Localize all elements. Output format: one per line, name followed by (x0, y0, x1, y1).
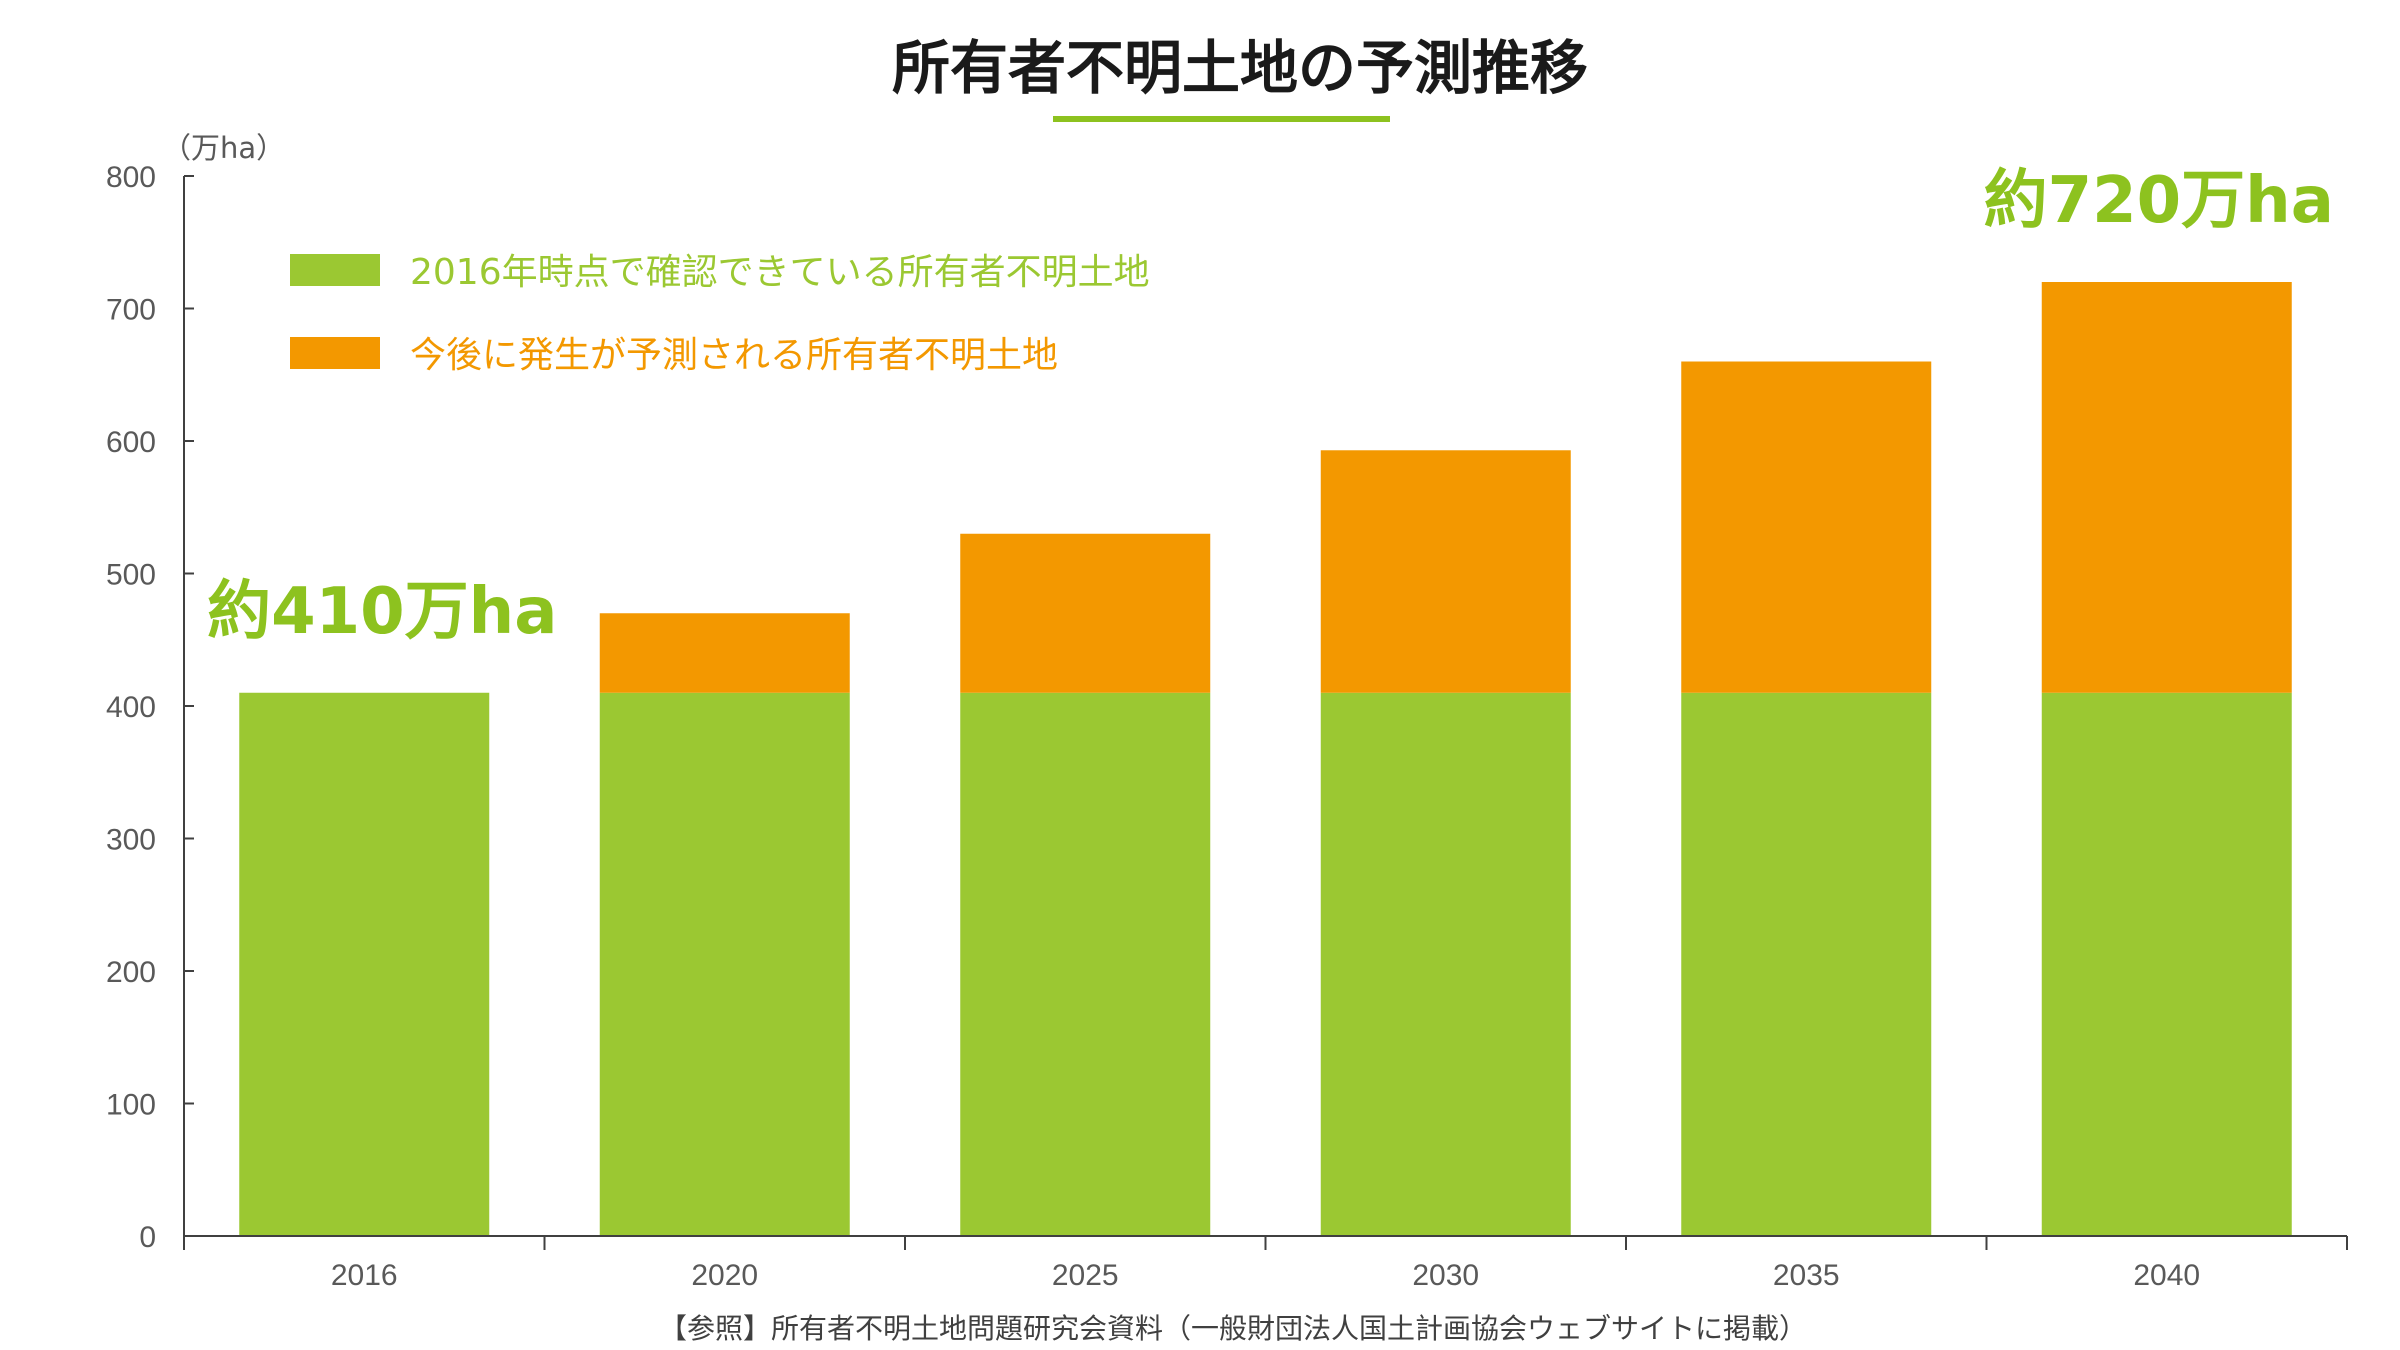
y-tick-label: 600 (106, 426, 156, 459)
bar-segment-2040-series-1 (2041, 692, 2292, 1236)
bar-segment-2020-series-1 (599, 692, 850, 1236)
legend-swatch (290, 254, 380, 286)
bar-segment-2035-series-2 (1681, 361, 1932, 693)
axes-layer: 0 100 200 300 400 500 600 700 800 2016 2020 2025 203… (106, 161, 2348, 1292)
y-tick-label: 300 (106, 824, 156, 857)
y-tick-label: 200 (106, 956, 156, 989)
callout-label: 約410万ha (207, 575, 557, 649)
x-tick-label: 2016 (331, 1259, 398, 1292)
annotations: 約410万ha 約720万ha (207, 164, 2334, 649)
y-tick-label: 400 (106, 691, 156, 724)
x-tick-label: 2040 (2133, 1259, 2200, 1292)
x-tick-label: 2030 (1412, 1259, 1479, 1292)
y-tick-label: 100 (106, 1089, 156, 1122)
x-tick-label: 2035 (1773, 1259, 1840, 1292)
bar-segment-2030-series-1 (1320, 692, 1571, 1236)
legend-swatch (290, 337, 380, 369)
y-axis-unit-label: （万ha） (162, 131, 285, 165)
bar-segment-2025-series-1 (960, 692, 1211, 1236)
bar-segment-2020-series-2 (599, 613, 850, 693)
bars-layer (239, 282, 2292, 1236)
bar-segment-2035-series-1 (1681, 692, 1932, 1236)
y-tick-label: 0 (139, 1221, 156, 1254)
legend-label: 今後に発生が予測される所有者不明土地 (410, 335, 1058, 376)
y-tick-label: 800 (106, 161, 156, 194)
source-note: 【参照】所有者不明土地問題研究会資料（一般財団法人国土計画協会ウェブサイトに掲載… (659, 1312, 1807, 1345)
bar-segment-2025-series-2 (960, 533, 1211, 693)
y-tick-label: 500 (106, 559, 156, 592)
x-tick-label: 2025 (1052, 1259, 1119, 1292)
y-tick-label: 700 (106, 294, 156, 327)
chart-title: 所有者不明土地の予測推移 (892, 34, 1588, 102)
bar-segment-2016-series-1 (239, 692, 490, 1236)
x-tick-label: 2020 (691, 1259, 758, 1292)
callout-label: 約720万ha (1984, 164, 2334, 238)
bar-segment-2030-series-2 (1320, 450, 1571, 693)
bar-segment-2040-series-2 (2041, 282, 2292, 693)
legend-label: 2016年時点で確認できている所有者不明土地 (410, 252, 1150, 293)
